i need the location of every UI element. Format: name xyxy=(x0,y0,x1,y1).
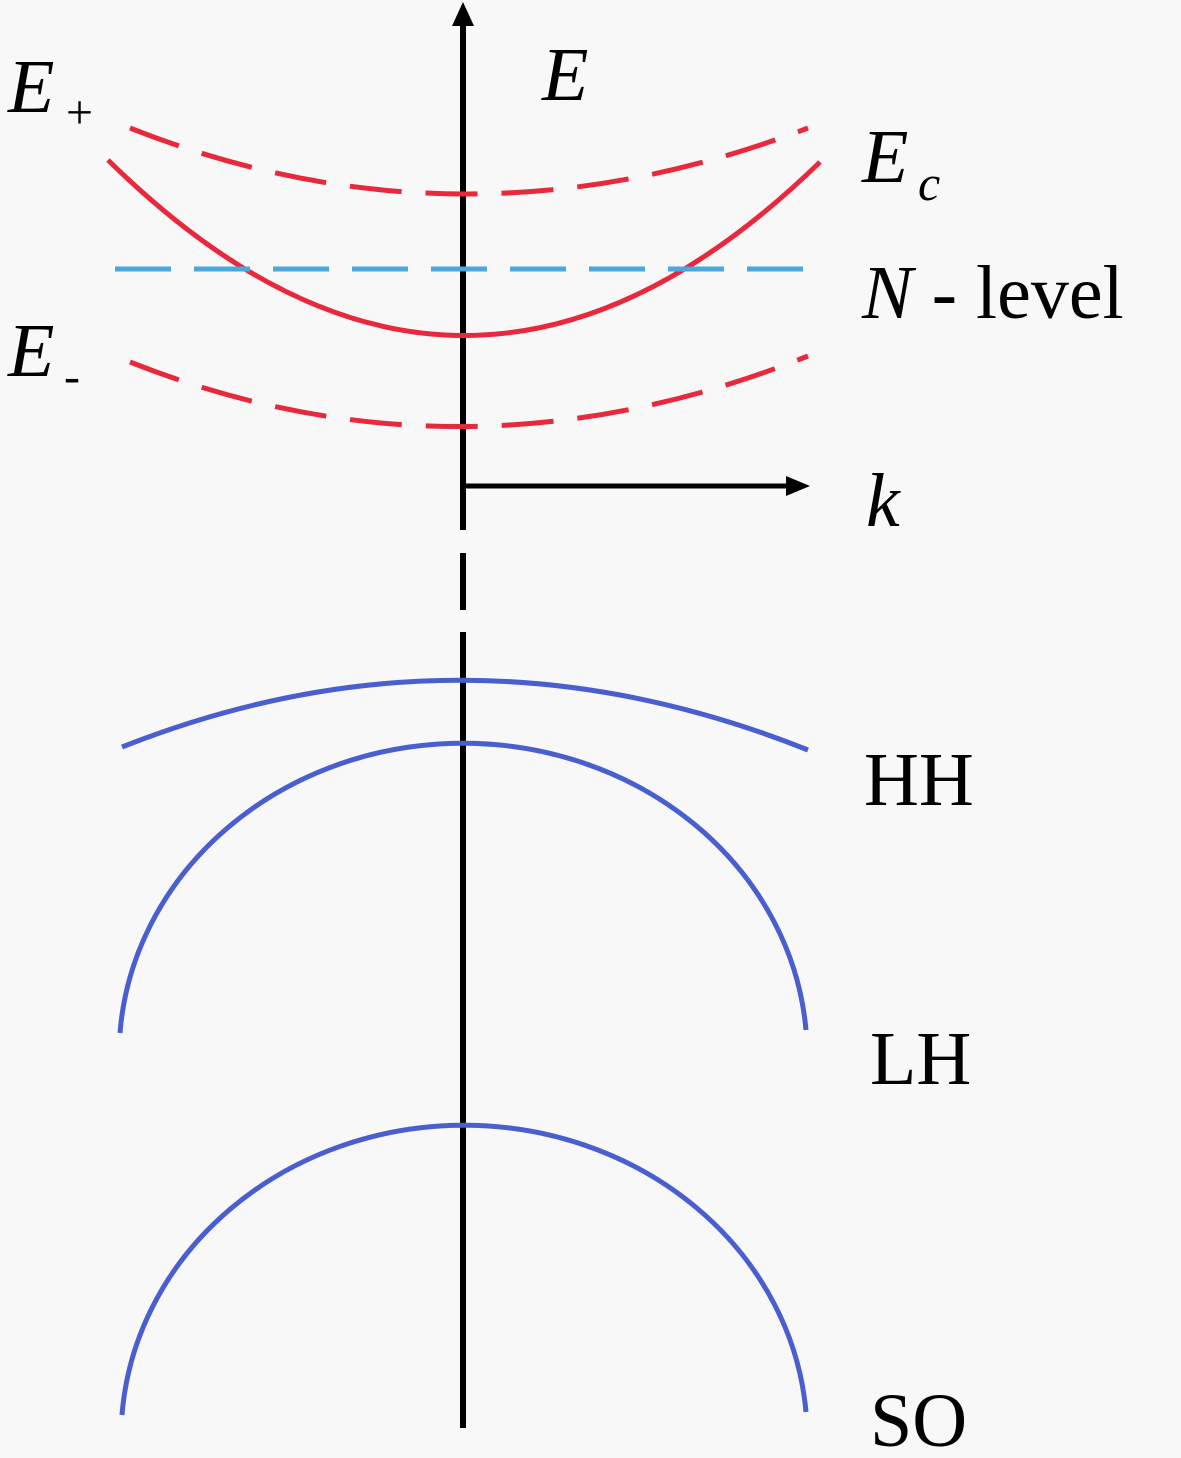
n-level-label-rest: - level xyxy=(913,251,1124,335)
e-minus-label: E xyxy=(7,309,54,393)
so-label: SO xyxy=(870,1379,967,1458)
e-plus-subscript: + xyxy=(66,86,93,139)
e-minus-subscript: - xyxy=(64,350,80,403)
ec-band xyxy=(106,158,822,338)
e-plus-label: E xyxy=(7,45,54,129)
k-axis-arrowhead xyxy=(786,476,810,496)
e-plus-band xyxy=(129,125,809,197)
ec-label: E xyxy=(861,115,908,199)
hh-label: HH xyxy=(864,738,974,822)
energy-axis-arrowhead xyxy=(452,2,474,26)
n-level-label: N - level xyxy=(861,251,1124,335)
k-axis-label: k xyxy=(866,459,901,543)
lh-band xyxy=(117,740,809,1034)
so-band xyxy=(119,1122,809,1416)
n-level-label-n: N xyxy=(861,251,917,335)
energy-axis-label: E xyxy=(541,33,588,117)
e-minus-band xyxy=(129,353,809,430)
lh-label: LH xyxy=(870,1017,971,1101)
ec-subscript: c xyxy=(918,155,940,211)
hh-band xyxy=(121,677,809,753)
